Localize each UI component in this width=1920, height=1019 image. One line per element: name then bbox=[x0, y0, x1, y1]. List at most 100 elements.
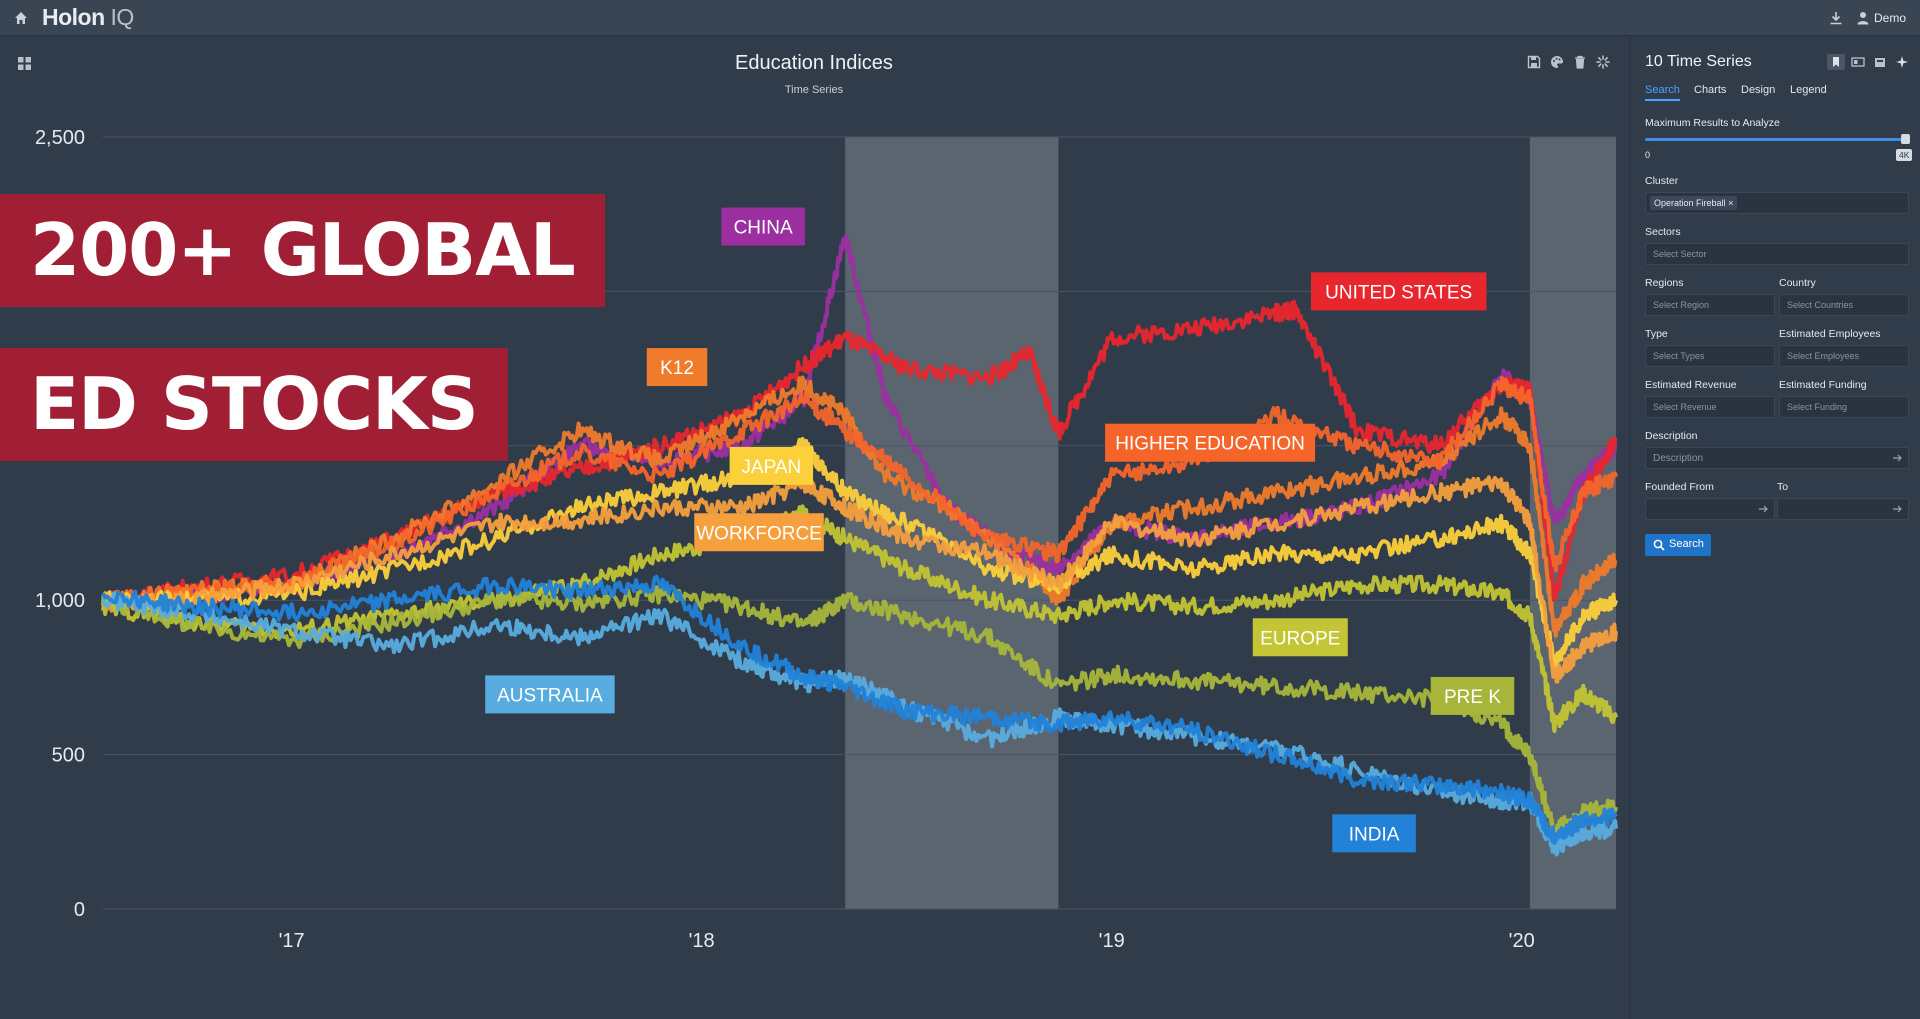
employees-label: Estimated Employees bbox=[1779, 328, 1881, 340]
slider-handle[interactable] bbox=[1901, 134, 1910, 144]
search-icon bbox=[1653, 539, 1665, 551]
grid-icon[interactable] bbox=[18, 57, 31, 70]
settings-icon[interactable] bbox=[1596, 55, 1610, 69]
home-icon[interactable] bbox=[13, 10, 29, 26]
series-tag-label: EUROPE bbox=[1260, 628, 1340, 649]
max-results-slider[interactable] bbox=[1645, 138, 1907, 141]
banner-line-1: 200+ GLOBAL bbox=[0, 194, 605, 307]
x-tick-label: '17 bbox=[279, 930, 305, 952]
series-tag-box bbox=[1105, 423, 1316, 462]
tab-charts[interactable]: Charts bbox=[1694, 84, 1727, 96]
series-tag-box bbox=[694, 513, 824, 552]
founded-to-label: To bbox=[1777, 481, 1789, 493]
series-tag-label: CHINA bbox=[734, 218, 793, 239]
description-placeholder: Description bbox=[1653, 453, 1704, 464]
series-line-india bbox=[101, 574, 1618, 845]
cluster-input[interactable]: Operation Fireball × bbox=[1645, 192, 1909, 214]
cluster-chip-label: Operation Fireball bbox=[1654, 198, 1726, 208]
series-tag-label: UNITED STATES bbox=[1325, 282, 1472, 303]
series-tag-box bbox=[1332, 814, 1416, 853]
tab-design[interactable]: Design bbox=[1741, 84, 1776, 96]
chip-close-icon[interactable]: × bbox=[1728, 198, 1734, 208]
slider-label: Maximum Results to Analyze bbox=[1645, 117, 1780, 129]
card-view-icon[interactable] bbox=[1849, 54, 1867, 70]
logo-suffix: IQ bbox=[110, 4, 135, 30]
y-tick-label: 1,000 bbox=[35, 590, 85, 612]
banner-line-2: ED STOCKS bbox=[0, 348, 508, 461]
series-tag-label: INDIA bbox=[1349, 824, 1400, 845]
series-tag-box bbox=[485, 675, 615, 714]
bookmark-view-icon[interactable] bbox=[1827, 54, 1845, 70]
arrow-right-icon[interactable] bbox=[1758, 504, 1768, 514]
chart-panel: 05001,0001,5002,0002,500'17'18'19'20CHIN… bbox=[0, 37, 1628, 1019]
series-tag-box bbox=[721, 207, 805, 246]
series-tag-label: AUSTRALIA bbox=[497, 685, 603, 706]
series-line-pre-k bbox=[101, 585, 1618, 841]
series-tag-label: WORKFORCE bbox=[696, 523, 822, 544]
cluster-chip[interactable]: Operation Fireball × bbox=[1650, 196, 1738, 210]
series-tag-box bbox=[729, 446, 814, 485]
type-input[interactable]: Select Types bbox=[1645, 345, 1775, 367]
trash-icon[interactable] bbox=[1573, 55, 1587, 69]
chart-title: Education Indices bbox=[735, 52, 893, 74]
series-line-workforce bbox=[101, 475, 1618, 684]
sparkle-icon[interactable] bbox=[1893, 54, 1911, 70]
description-label: Description bbox=[1645, 430, 1698, 442]
palette-icon[interactable] bbox=[1550, 55, 1564, 69]
line-chart: 05001,0001,5002,0002,500'17'18'19'20CHIN… bbox=[35, 127, 1618, 952]
series-tag-box bbox=[1310, 272, 1487, 311]
download-icon[interactable] bbox=[1829, 11, 1843, 25]
founded-to-input[interactable] bbox=[1777, 498, 1909, 520]
series-line-europe bbox=[101, 504, 1618, 733]
series-tag-label: K12 bbox=[660, 358, 694, 379]
founded-from-input[interactable] bbox=[1645, 498, 1775, 520]
user-name[interactable]: Demo bbox=[1874, 11, 1907, 25]
chart-subtitle: Time Series bbox=[784, 84, 844, 96]
founded-from-label: Founded From bbox=[1645, 481, 1714, 493]
type-label: Type bbox=[1645, 328, 1668, 340]
top-bar: Holon IQ Demo bbox=[0, 0, 1920, 36]
series-tag-label: JAPAN bbox=[741, 457, 801, 478]
sectors-label: Sectors bbox=[1645, 226, 1681, 238]
regions-label: Regions bbox=[1645, 277, 1684, 289]
logo-main: Holon bbox=[42, 4, 105, 30]
cluster-label: Cluster bbox=[1645, 175, 1679, 187]
arrow-right-icon[interactable] bbox=[1892, 453, 1902, 463]
series-line-higher-education bbox=[101, 375, 1618, 609]
y-tick-label: 2,500 bbox=[35, 127, 85, 149]
series-tag-box bbox=[1430, 676, 1515, 715]
series-tag-box bbox=[646, 348, 708, 387]
slider-max-label: 4K bbox=[1896, 149, 1913, 161]
panel-view-icon[interactable] bbox=[1871, 54, 1889, 70]
y-tick-label: 500 bbox=[52, 745, 85, 767]
search-button-label: Search bbox=[1669, 538, 1704, 550]
sectors-input[interactable]: Select Sector bbox=[1645, 243, 1909, 265]
panel-title: 10 Time Series bbox=[1645, 53, 1752, 70]
series-tag-box bbox=[1252, 618, 1348, 657]
series-tag-label: PRE K bbox=[1444, 687, 1501, 708]
revenue-input[interactable]: Select Revenue bbox=[1645, 396, 1775, 418]
tab-legend[interactable]: Legend bbox=[1790, 84, 1827, 96]
country-input[interactable]: Select Countries bbox=[1779, 294, 1909, 316]
revenue-label: Estimated Revenue bbox=[1645, 379, 1737, 391]
slider-min-label: 0 bbox=[1645, 150, 1651, 160]
country-label: Country bbox=[1779, 277, 1816, 289]
y-tick-label: 0 bbox=[74, 899, 85, 921]
save-icon[interactable] bbox=[1527, 55, 1541, 69]
arrow-right-icon[interactable] bbox=[1892, 504, 1902, 514]
series-line-japan bbox=[101, 436, 1618, 670]
x-tick-label: '20 bbox=[1509, 930, 1535, 952]
app-logo[interactable]: Holon IQ bbox=[42, 4, 134, 31]
description-input[interactable]: Description bbox=[1645, 447, 1909, 469]
side-panel: 10 Time Series Search Charts Design Lege… bbox=[1630, 37, 1920, 1019]
x-tick-label: '18 bbox=[689, 930, 715, 952]
x-tick-label: '19 bbox=[1099, 930, 1125, 952]
regions-input[interactable]: Select Region bbox=[1645, 294, 1775, 316]
series-tag-label: HIGHER EDUCATION bbox=[1115, 434, 1305, 455]
user-icon[interactable] bbox=[1857, 11, 1869, 25]
employees-input[interactable]: Select Employees bbox=[1779, 345, 1909, 367]
funding-label: Estimated Funding bbox=[1779, 379, 1867, 391]
funding-input[interactable]: Select Funding bbox=[1779, 396, 1909, 418]
search-button[interactable]: Search bbox=[1645, 534, 1711, 556]
tab-search[interactable]: Search bbox=[1645, 84, 1680, 101]
